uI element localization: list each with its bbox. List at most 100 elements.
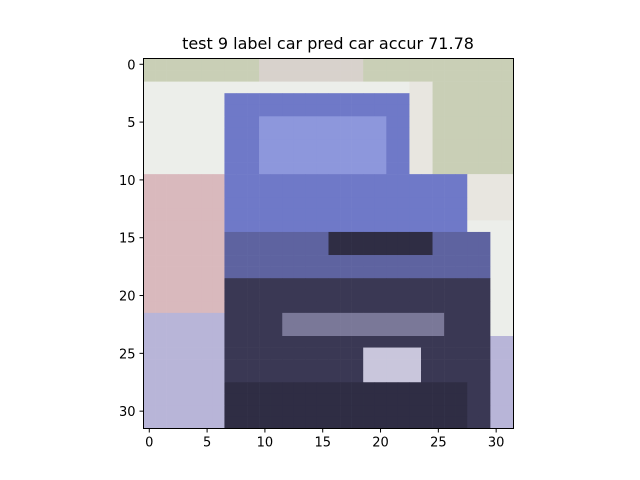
image-pixel bbox=[143, 185, 156, 198]
image-pixel bbox=[374, 81, 387, 94]
image-pixel bbox=[305, 70, 318, 82]
image-pixel bbox=[444, 81, 456, 94]
image-pixel bbox=[189, 312, 202, 325]
image-pixel bbox=[293, 336, 306, 348]
image-pixel bbox=[166, 220, 179, 233]
image-pixel bbox=[432, 266, 445, 279]
image-pixel bbox=[432, 393, 445, 406]
image-pixel bbox=[143, 393, 156, 406]
image-pixel bbox=[397, 301, 410, 314]
image-pixel bbox=[166, 127, 179, 140]
image-pixel bbox=[293, 243, 306, 256]
image-pixel bbox=[282, 197, 295, 210]
image-pixel bbox=[155, 370, 167, 383]
image-pixel bbox=[178, 231, 191, 244]
image-pixel bbox=[478, 81, 491, 94]
image-pixel bbox=[155, 58, 167, 71]
image-pixel bbox=[212, 416, 225, 429]
image-pixel bbox=[155, 185, 167, 198]
image-pixel bbox=[490, 347, 503, 360]
image-pixel bbox=[155, 139, 167, 152]
image-pixel bbox=[490, 139, 503, 152]
image-pixel bbox=[212, 220, 225, 233]
image-pixel bbox=[189, 197, 202, 210]
image-pixel bbox=[178, 255, 191, 267]
image-pixel bbox=[305, 347, 318, 360]
image-pixel bbox=[305, 139, 318, 152]
image-pixel bbox=[340, 185, 352, 198]
image-pixel bbox=[178, 324, 191, 337]
image-pixel bbox=[178, 116, 191, 129]
image-pixel bbox=[409, 301, 422, 314]
image-pixel bbox=[212, 382, 225, 395]
image-pixel bbox=[409, 197, 422, 210]
image-pixel bbox=[224, 174, 237, 186]
image-pixel bbox=[212, 208, 225, 221]
image-pixel bbox=[421, 104, 433, 117]
image-pixel bbox=[189, 208, 202, 221]
image-pixel bbox=[467, 185, 480, 198]
image-pixel bbox=[386, 220, 399, 233]
image-pixel bbox=[328, 93, 341, 106]
image-pixel bbox=[189, 174, 202, 186]
image-pixel bbox=[247, 70, 260, 82]
image-pixel bbox=[224, 347, 237, 360]
image-pixel bbox=[397, 151, 410, 163]
image-pixel bbox=[490, 289, 503, 302]
image-pixel bbox=[282, 266, 295, 279]
image-pixel bbox=[328, 347, 341, 360]
image-pixel bbox=[432, 231, 445, 244]
image-pixel bbox=[421, 243, 433, 256]
x-tick-label: 15 bbox=[314, 436, 331, 451]
image-pixel bbox=[155, 382, 167, 395]
image-pixel bbox=[490, 93, 503, 106]
image-pixel bbox=[328, 278, 341, 291]
image-pixel bbox=[455, 197, 468, 210]
image-pixel bbox=[490, 359, 503, 371]
image-pixel bbox=[455, 266, 468, 279]
image-pixel bbox=[155, 151, 167, 163]
image-pixel bbox=[386, 162, 399, 175]
image-pixel bbox=[501, 81, 514, 94]
image-pixel bbox=[201, 324, 214, 337]
image-pixel bbox=[178, 393, 191, 406]
image-pixel bbox=[247, 243, 260, 256]
image-pixel bbox=[166, 266, 179, 279]
image-pixel bbox=[143, 243, 156, 256]
image-pixel bbox=[501, 266, 514, 279]
image-pixel bbox=[201, 93, 214, 106]
image-pixel bbox=[143, 278, 156, 291]
image-pixel bbox=[386, 208, 399, 221]
image-pixel bbox=[316, 312, 329, 325]
image-pixel bbox=[247, 116, 260, 129]
image-pixel bbox=[316, 289, 329, 302]
image-pixel bbox=[409, 324, 422, 337]
image-pixel bbox=[155, 255, 167, 267]
image-pixel bbox=[189, 393, 202, 406]
image-pixel bbox=[247, 393, 260, 406]
image-pixel bbox=[351, 197, 364, 210]
image-pixel bbox=[305, 243, 318, 256]
image-pixel bbox=[201, 312, 214, 325]
image-pixel bbox=[166, 151, 179, 163]
image-pixel bbox=[467, 127, 480, 140]
image-pixel bbox=[397, 243, 410, 256]
image-pixel bbox=[363, 289, 376, 302]
image-pixel bbox=[247, 370, 260, 383]
image-pixel bbox=[155, 405, 167, 418]
image-pixel bbox=[282, 151, 295, 163]
image-pixel bbox=[386, 151, 399, 163]
image-pixel bbox=[409, 151, 422, 163]
image-pixel bbox=[409, 255, 422, 267]
image-pixel bbox=[189, 289, 202, 302]
image-pixel bbox=[397, 382, 410, 395]
image-pixel bbox=[293, 405, 306, 418]
image-pixel bbox=[490, 116, 503, 129]
image-pixel bbox=[143, 266, 156, 279]
image-pixel bbox=[455, 185, 468, 198]
image-pixel bbox=[178, 185, 191, 198]
image-pixel bbox=[363, 266, 376, 279]
image-pixel bbox=[351, 336, 364, 348]
image-pixel bbox=[316, 93, 329, 106]
image-pixel bbox=[247, 382, 260, 395]
